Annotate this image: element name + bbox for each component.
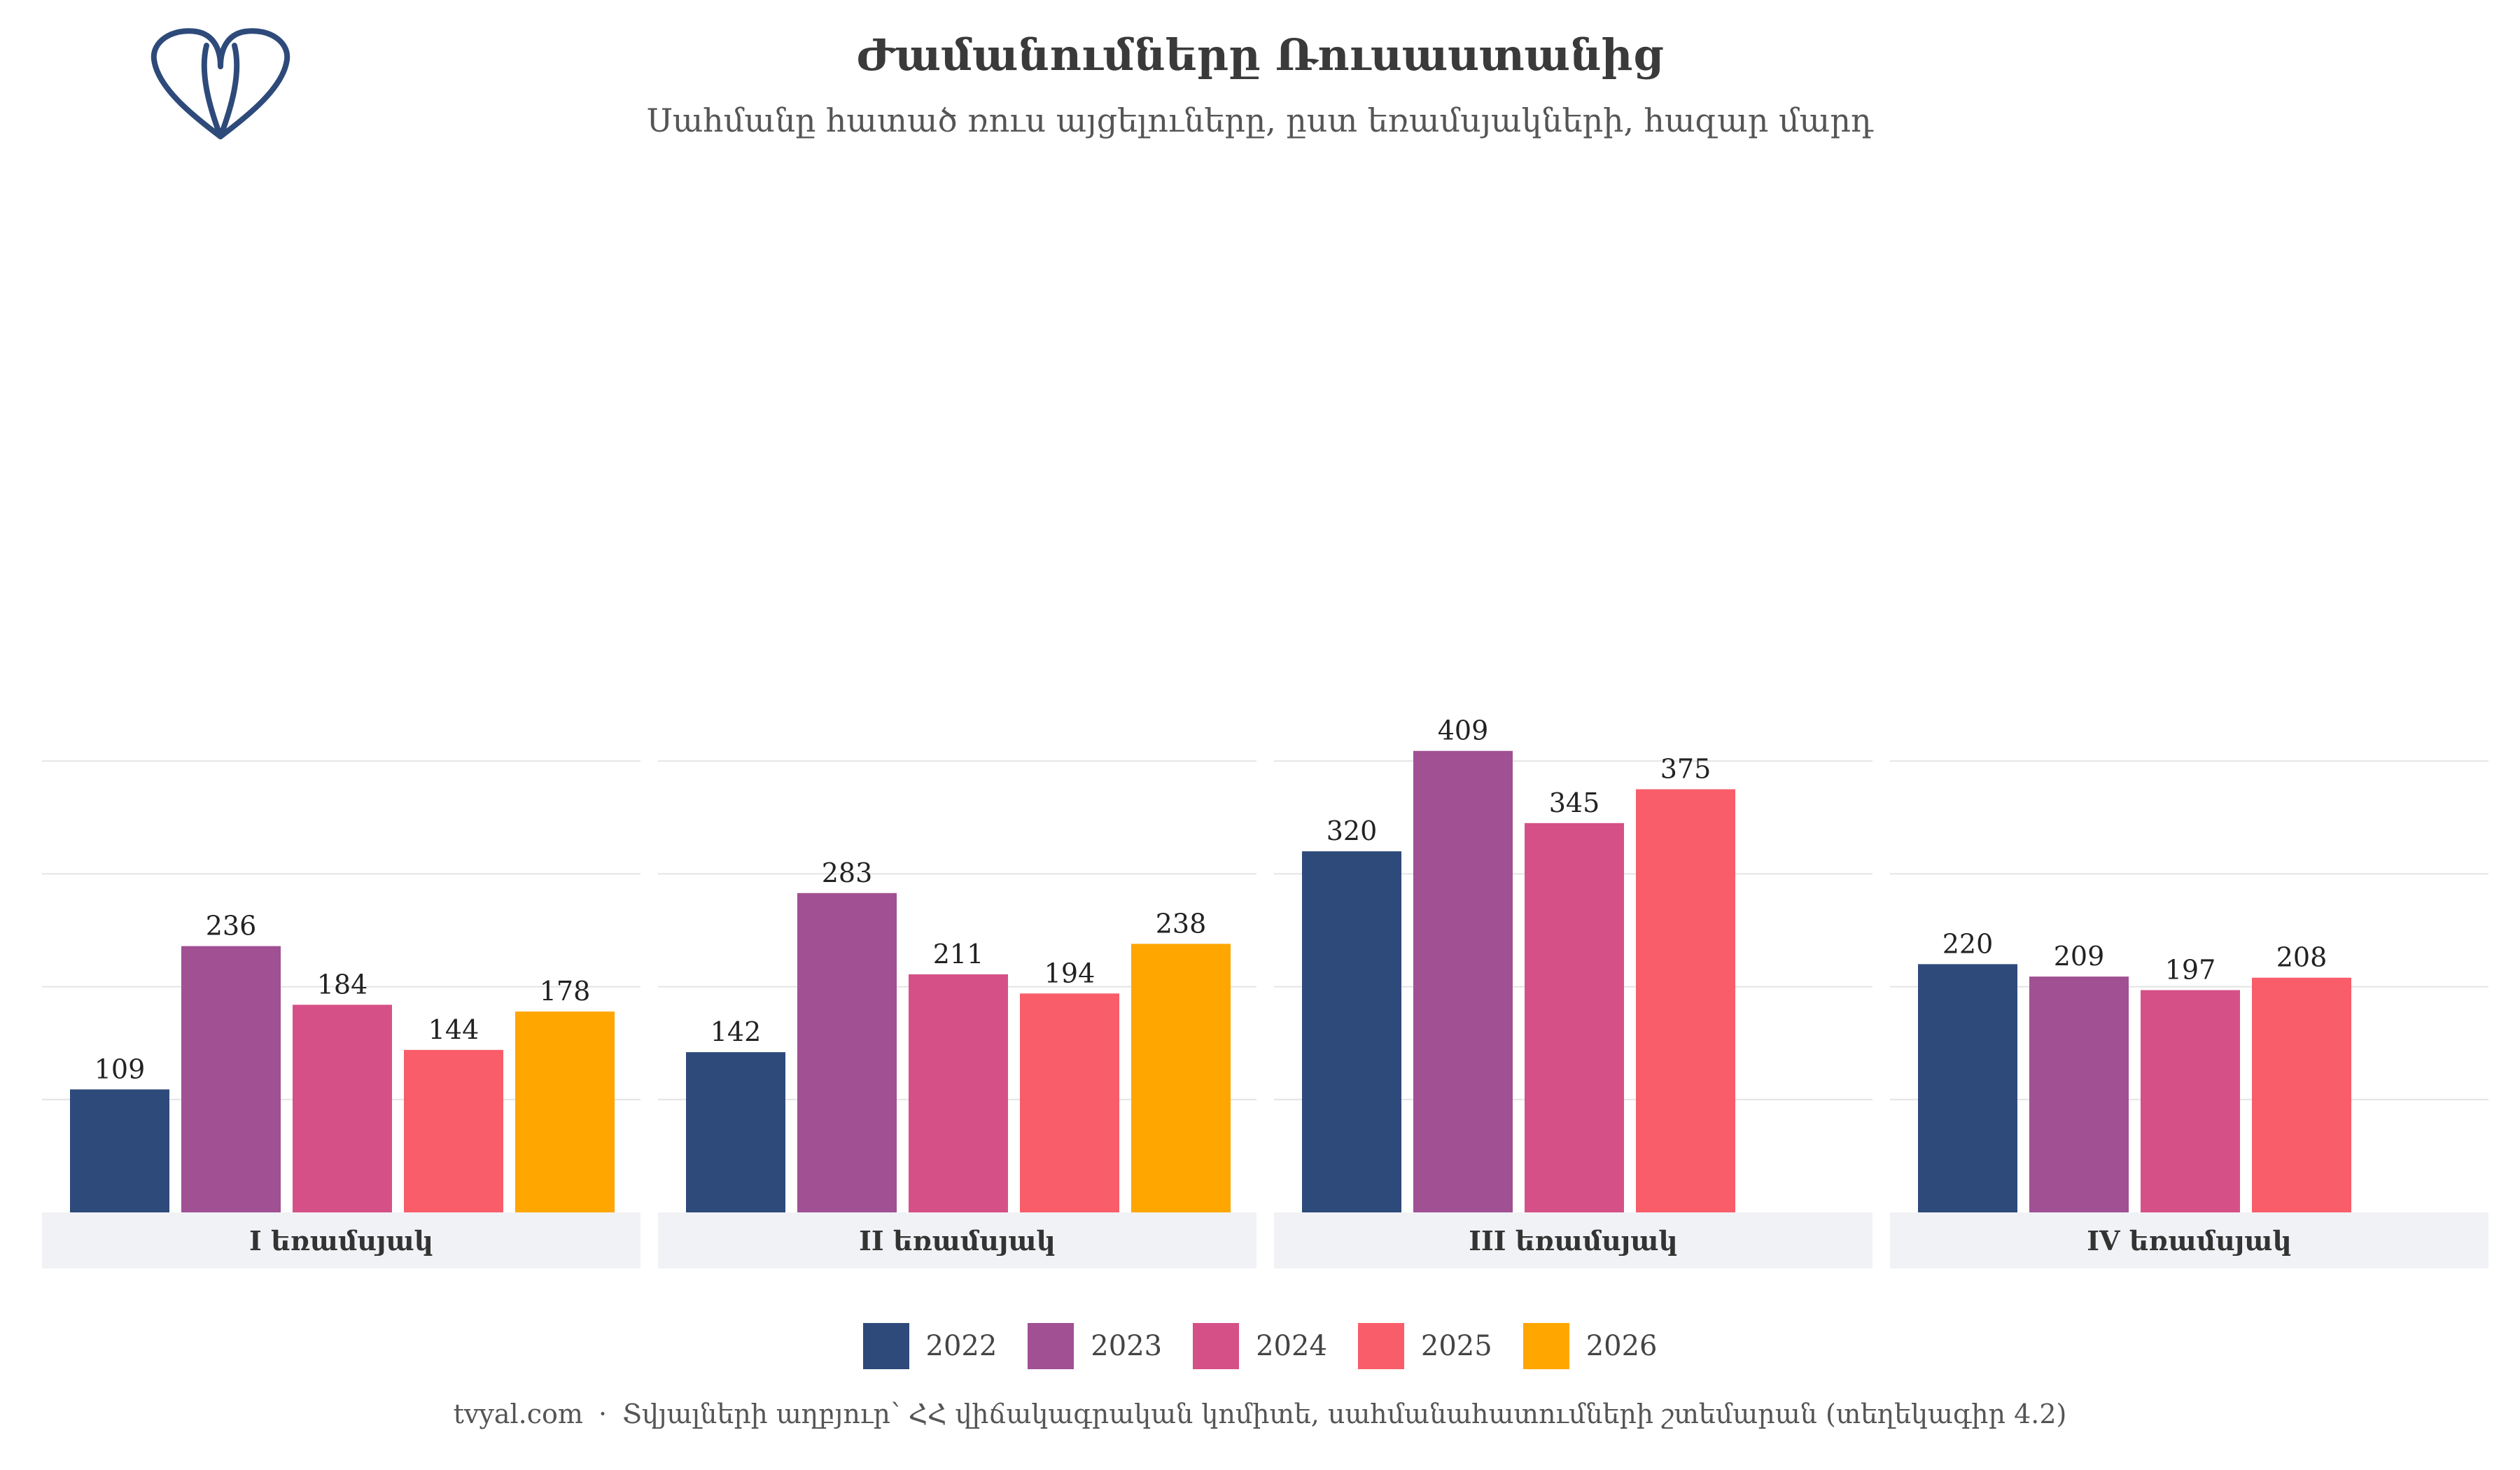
bar-2024	[293, 1004, 392, 1212]
bar-2024	[2141, 990, 2240, 1212]
footer: tvyal.com · Տվյալների աղբյուր՝ ՀՀ վիճակագր…	[0, 1399, 2520, 1429]
legend-item-2026: 2026	[1522, 1323, 1658, 1369]
bar-2023	[1413, 750, 1513, 1212]
legend-swatch	[1357, 1323, 1404, 1369]
data-label: 320	[1326, 816, 1378, 846]
bar-2023	[181, 946, 281, 1212]
bar-2022	[70, 1089, 169, 1212]
data-label: 194	[1044, 958, 1096, 988]
bar-2026	[1131, 944, 1231, 1212]
legend-swatch	[1193, 1323, 1240, 1369]
bar-2025	[2252, 977, 2351, 1212]
legend-label: 2026	[1586, 1330, 1658, 1362]
data-label: 236	[206, 911, 257, 941]
data-label: 197	[2165, 954, 2216, 985]
data-label: 220	[1942, 928, 1994, 959]
facet-label: II եռամսյակ	[859, 1225, 1056, 1256]
data-label: 283	[822, 858, 873, 888]
bar-2023	[2029, 976, 2129, 1212]
facet-strip	[1890, 1212, 2488, 1268]
bar-2024	[909, 974, 1008, 1212]
data-label: 208	[2276, 942, 2328, 973]
data-label: 211	[933, 939, 984, 969]
legend-item-2025: 2025	[1357, 1323, 1492, 1369]
legend-label: 2025	[1420, 1330, 1492, 1362]
legend-item-2022: 2022	[862, 1323, 997, 1369]
data-label: 409	[1438, 715, 1489, 746]
legend-swatch	[1522, 1323, 1569, 1369]
data-label: 184	[317, 969, 368, 1000]
bar-2023	[797, 892, 897, 1212]
facet-label: III եռամսյակ	[1469, 1225, 1678, 1256]
footer-source: Տվյալների աղբյուր՝ ՀՀ վիճակագրական կոմիտ…	[622, 1399, 2067, 1429]
bar-2024	[1525, 822, 1624, 1212]
bar-2022	[686, 1052, 785, 1212]
chart-subtitle: Սահմանը հատած ռուս այցելուները, ըստ եռամ…	[647, 102, 1873, 139]
data-label: 345	[1549, 788, 1600, 818]
data-label: 209	[2054, 941, 2105, 972]
facet-strip	[42, 1212, 640, 1268]
footer-site[interactable]: tvyal.com	[453, 1399, 583, 1429]
bar-2026	[515, 1011, 615, 1212]
facet-label: IV եռամսյակ	[2087, 1225, 2292, 1256]
data-label: 178	[540, 976, 591, 1007]
bar-2025	[1020, 993, 1119, 1212]
bar-2022	[1918, 964, 2017, 1212]
chart-title: Ժամանումները Ռուսաստանից	[856, 29, 1664, 80]
bar-2025	[1636, 789, 1735, 1212]
legend-item-2024: 2024	[1193, 1323, 1327, 1369]
legend: 2022 2023 2024 2025 2026	[0, 1323, 2520, 1369]
data-label: 109	[94, 1054, 146, 1084]
data-label: 375	[1660, 754, 1712, 785]
bar-2022	[1302, 851, 1401, 1212]
facet-strip	[658, 1212, 1256, 1268]
legend-label: 2023	[1091, 1330, 1163, 1362]
data-label: 144	[428, 1014, 479, 1045]
footer-separator: ·	[598, 1399, 608, 1429]
data-label: 238	[1156, 908, 1207, 939]
legend-label: 2024	[1256, 1330, 1327, 1362]
legend-swatch	[1028, 1323, 1074, 1369]
facet-label: I եռամսյակ	[249, 1225, 433, 1256]
legend-swatch	[862, 1323, 909, 1369]
facet-strip	[1274, 1212, 1872, 1268]
legend-label: 2022	[925, 1330, 997, 1362]
data-label: 142	[710, 1016, 762, 1047]
bar-2025	[404, 1049, 503, 1212]
legend-item-2023: 2023	[1028, 1323, 1162, 1369]
tvyal-logo-icon	[150, 28, 290, 139]
